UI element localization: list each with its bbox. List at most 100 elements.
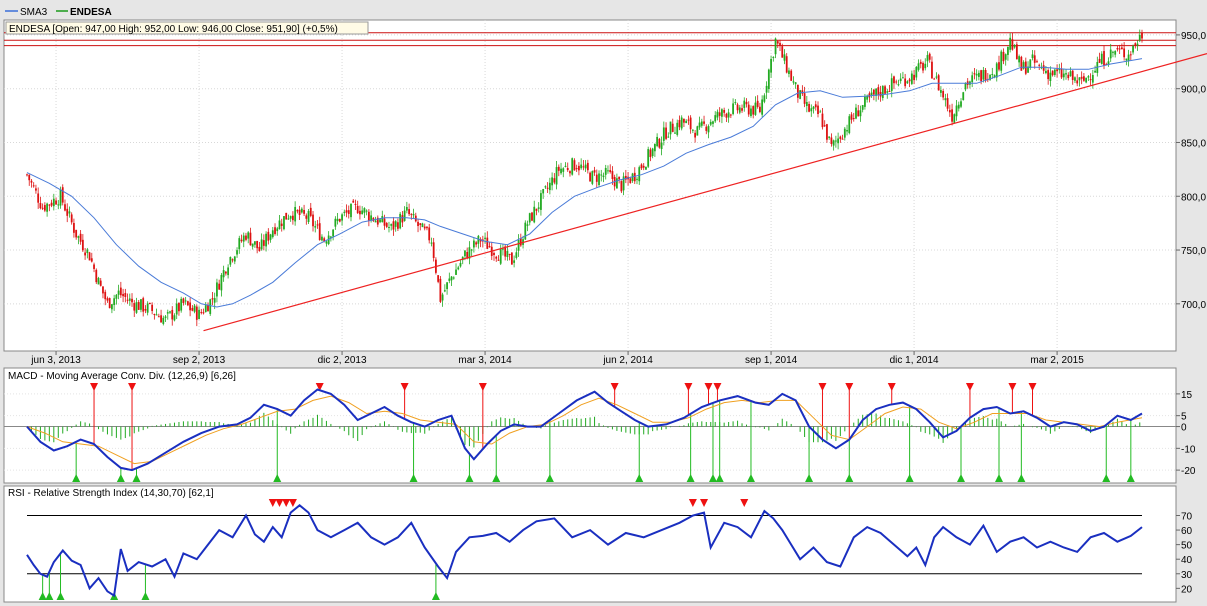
macd-sell-marker [704,383,713,391]
candle-body [151,304,154,311]
candle-body [696,126,699,136]
candle-body [466,251,469,259]
candle-body [236,250,238,255]
candle-body [352,200,355,203]
candle-body [1138,34,1141,41]
candle-body [475,242,478,245]
candle-body [240,239,243,242]
candle-body [622,176,625,191]
candle-body [1105,63,1108,65]
candle-body [819,111,822,113]
candle-body [805,101,808,106]
candle-body [535,208,538,211]
candle-body [540,193,542,210]
candle-body [598,173,600,186]
candle-body [88,252,91,261]
candle-body [600,174,603,176]
candle-body [817,105,819,115]
candle-body [884,86,886,94]
candle-body [84,252,86,256]
candle-body [524,222,527,240]
candle-body [336,218,339,222]
sma-line [26,58,1143,308]
candle-body [470,249,473,251]
candle-body [312,214,314,227]
candle-body [329,236,332,238]
price-y-axis: 950,0 900,0 850,0 800,0 750,0 700,0 [1176,31,1206,311]
candle-body [343,211,346,213]
macd-sell-marker [684,383,693,391]
candle-body [108,298,111,309]
candle-body [506,250,509,258]
candle-body [727,112,730,118]
rsi-buy-marker [431,592,440,600]
candle-body [341,214,343,221]
candle-body [97,277,100,285]
candle-body [741,108,743,111]
candle-body [743,100,746,108]
candle-body [810,108,813,112]
candle-body [754,102,757,115]
candle-body [638,167,641,182]
candle-body [837,138,840,144]
rsi-panel[interactable] [3,485,1177,603]
candle-body [166,312,169,314]
candle-body [649,149,652,158]
candle-body [776,41,779,44]
candle-body [111,304,113,310]
top-legend: SMA3 ENDESA [5,7,112,18]
candle-body [354,203,357,205]
candle-body [289,216,292,219]
candle-body [1118,48,1121,50]
candle-body [307,210,310,222]
macd-buy-marker [957,474,966,482]
candle-body [636,178,638,180]
candle-body [890,78,893,91]
candle-body [86,249,89,254]
candle-body [750,108,752,116]
candle-body [826,124,828,140]
date-tick-label: jun 3, 2013 [30,355,81,366]
candle-body [732,103,734,115]
candle-body [164,316,167,318]
candle-body [488,246,491,248]
candle-body [698,122,701,128]
candle-body [300,208,303,213]
candle-body [707,126,710,133]
candle-body [658,138,661,148]
candle-body [551,177,554,186]
candle-body [468,247,471,259]
macd-sell-marker [400,383,409,391]
candle-body [133,303,136,311]
candle-body [423,226,426,229]
candle-body [220,274,223,291]
candle-body [723,110,726,113]
candle-body [499,248,502,264]
candle-body [946,98,949,109]
candle-body [1076,80,1079,84]
candle-body [1123,48,1126,58]
macd-buy-marker [273,474,282,482]
candle-body [260,239,263,250]
candle-body [287,218,290,220]
candle-body [718,112,721,116]
candle-body [90,258,93,262]
candle-body [794,82,797,85]
rsi-y-axis: 70 60 50 40 30 20 [1176,511,1193,595]
candle-body [224,271,227,274]
candle-body [66,208,69,216]
candle-body [1011,39,1014,50]
rsi-y-tick-label: 20 [1181,584,1193,595]
candle-body [213,298,216,303]
candle-body [1085,77,1088,83]
candle-body [128,298,131,301]
candle-body [218,283,221,290]
candle-body [537,207,540,209]
macd-sell-marker [845,383,854,391]
price-panel[interactable] [3,19,1177,352]
candle-body [276,228,279,232]
rsi-sell-marker [740,499,749,507]
candle-body [662,127,665,141]
candle-body [808,103,810,112]
candle-body [421,223,424,228]
